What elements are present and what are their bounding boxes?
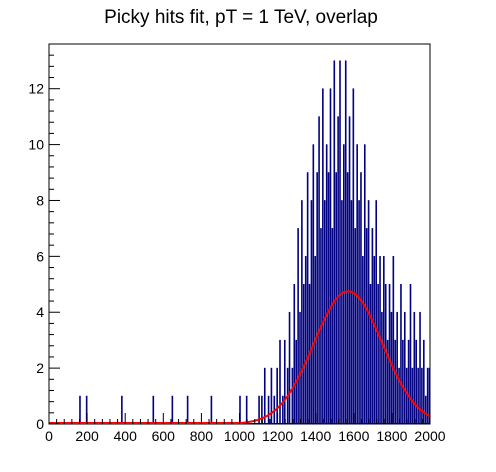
x-tick-label-2: 400 xyxy=(114,428,138,444)
hist-bar-81 xyxy=(405,367,408,425)
hist-bar-58 xyxy=(362,256,364,425)
hist-bar-68 xyxy=(381,311,383,425)
hist-bar-2 xyxy=(121,395,123,425)
x-tick-label-4: 800 xyxy=(190,428,214,444)
hist-bar-54 xyxy=(354,228,357,425)
hist-bar-21 xyxy=(291,367,294,425)
hist-bar-51 xyxy=(348,116,351,425)
hist-bar-69 xyxy=(383,256,385,425)
hist-bar-48 xyxy=(343,144,345,425)
hist-bar-4 xyxy=(171,395,174,425)
x-tick-label-0: 0 xyxy=(45,428,53,444)
hist-bar-75 xyxy=(394,339,397,425)
hist-bar-16 xyxy=(279,339,281,425)
y-tick-label-4: 8 xyxy=(36,192,44,208)
y-tick-label-1: 2 xyxy=(36,360,44,376)
hist-bar-25 xyxy=(299,311,301,425)
hist-bar-65 xyxy=(375,200,378,425)
hist-bar-45 xyxy=(337,116,339,425)
hist-bar-73 xyxy=(390,311,393,425)
hist-bar-49 xyxy=(344,60,347,425)
y-tick-label-3: 6 xyxy=(36,248,44,264)
hist-bar-89 xyxy=(421,367,423,425)
y-tick-label-5: 10 xyxy=(28,137,44,153)
hist-bar-6 xyxy=(210,395,213,425)
x-tick-label-8: 1600 xyxy=(338,428,369,444)
hist-bar-52 xyxy=(350,200,353,425)
hist-bar-91 xyxy=(424,395,427,425)
x-tick-label-7: 1400 xyxy=(300,428,331,444)
x-tick-label-5: 1000 xyxy=(224,428,255,444)
hist-bar-37 xyxy=(322,88,324,425)
hist-bar-11 xyxy=(263,367,266,425)
hist-bar-47 xyxy=(341,200,343,425)
hist-bar-22 xyxy=(293,283,296,425)
hist-bar-29 xyxy=(306,172,309,425)
axis-layer: 0 200 400 600 800 1000 1200 1400 1600 1800 2000 0 2 4… xyxy=(28,54,446,444)
hist-bar-27 xyxy=(303,283,305,425)
hist-bar-74 xyxy=(392,256,395,425)
hist-bar-18 xyxy=(283,339,286,425)
hist-bar-56 xyxy=(358,200,360,425)
x-tick-label-6: 1200 xyxy=(262,428,293,444)
histogram-layer xyxy=(49,60,431,425)
hist-bar-87 xyxy=(417,367,419,425)
hist-bar-77 xyxy=(398,367,400,425)
hist-bar-88 xyxy=(419,311,421,425)
chart-title: Picky hits fit, pT = 1 TeV, overlap xyxy=(104,7,378,28)
hist-bar-72 xyxy=(388,283,391,425)
hist-bar-85 xyxy=(413,311,416,425)
hist-bar-78 xyxy=(400,283,402,425)
hist-bar-59 xyxy=(363,144,366,425)
hist-bar-42 xyxy=(331,228,334,425)
hist-bar-80 xyxy=(403,311,406,425)
x-tick-label-10: 2000 xyxy=(414,428,445,444)
hist-bar-13 xyxy=(270,367,273,425)
x-tick-label-1: 200 xyxy=(75,428,99,444)
hist-bar-34 xyxy=(316,172,318,425)
hist-bar-50 xyxy=(346,172,349,425)
hist-bar-28 xyxy=(304,256,307,425)
hist-bar-84 xyxy=(411,367,414,425)
hist-bar-86 xyxy=(415,339,418,425)
hist-bar-40 xyxy=(327,172,330,425)
hist-bar-62 xyxy=(369,283,372,425)
hist-bar-46 xyxy=(339,60,341,425)
hist-bar-26 xyxy=(301,200,303,425)
hist-bar-3 xyxy=(152,395,155,425)
hist-bar-39 xyxy=(325,144,328,425)
hist-bar-53 xyxy=(352,88,355,425)
hist-bar-20 xyxy=(288,311,291,425)
hist-bar-79 xyxy=(402,339,404,425)
hist-bar-82 xyxy=(407,339,410,425)
x-tick-label-3: 600 xyxy=(152,428,176,444)
y-tick-label-0: 0 xyxy=(36,416,44,432)
hist-bar-35 xyxy=(318,116,320,425)
hist-bar-41 xyxy=(329,88,332,425)
hist-bar-60 xyxy=(365,228,368,425)
hist-bar-24 xyxy=(297,228,299,425)
hist-bar-32 xyxy=(312,144,315,425)
hist-bar-12 xyxy=(267,395,270,425)
hist-bar-66 xyxy=(377,283,379,425)
hist-bar-31 xyxy=(310,200,313,425)
x-tick-label-9: 1800 xyxy=(376,428,407,444)
hist-bar-5 xyxy=(186,395,189,425)
hist-bar-83 xyxy=(409,283,412,425)
y-tick-label-6: 12 xyxy=(28,81,44,97)
hist-bar-55 xyxy=(356,144,358,425)
hist-bar-63 xyxy=(371,228,374,425)
y-tick-label-2: 4 xyxy=(36,304,44,320)
hist-bar-38 xyxy=(323,200,326,425)
hist-bar-64 xyxy=(373,256,376,425)
hist-bar-76 xyxy=(396,311,398,425)
hist-bar-43 xyxy=(333,60,336,425)
